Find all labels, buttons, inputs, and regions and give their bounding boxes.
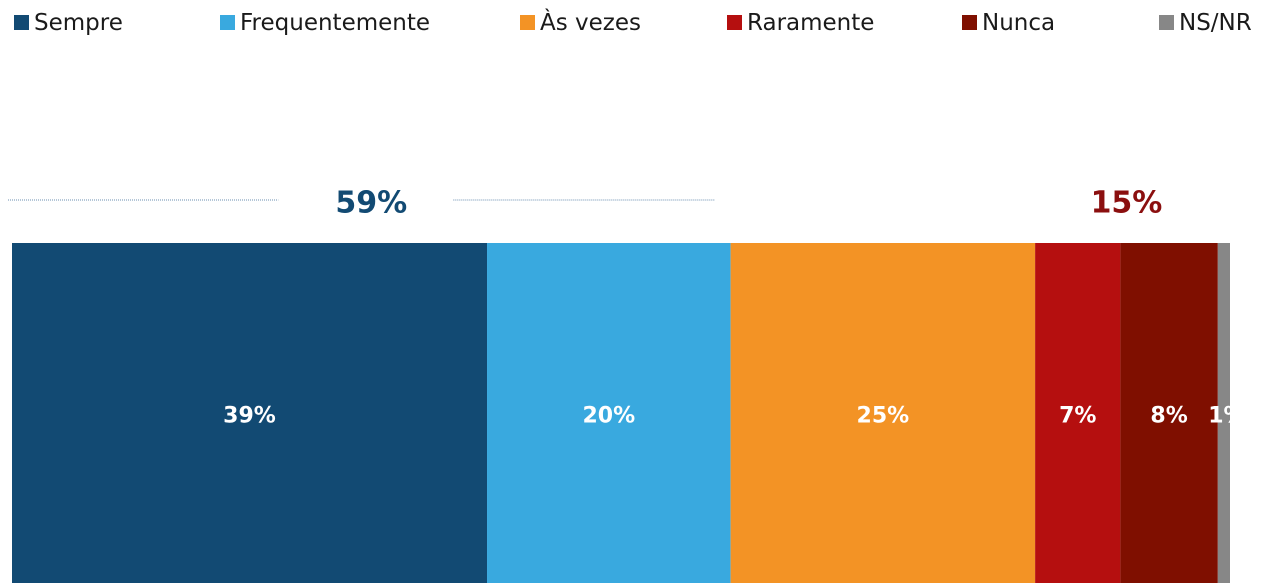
legend-swatch — [1159, 15, 1174, 30]
bar-segment — [730, 243, 1036, 583]
value-label: 1% — [1208, 404, 1245, 429]
bar-segment — [1120, 243, 1218, 583]
group-total: 59% — [335, 186, 407, 221]
legend-label: Nunca — [982, 10, 1055, 36]
group-total: 15% — [1091, 186, 1163, 221]
legend-label: Às vezes — [540, 8, 641, 36]
bar-segment — [1217, 243, 1230, 583]
legend-swatch — [220, 15, 235, 30]
value-label: 8% — [1150, 404, 1187, 429]
legend-swatch — [962, 15, 977, 30]
legend-label: NS/NR — [1179, 10, 1252, 36]
legend-label: Sempre — [34, 10, 123, 36]
legend-swatch — [727, 15, 742, 30]
value-label: 25% — [857, 404, 910, 429]
bar-segment — [487, 243, 731, 583]
legend-swatch — [520, 15, 535, 30]
legend-swatch — [14, 15, 29, 30]
value-label: 7% — [1059, 404, 1096, 429]
legend-label: Raramente — [747, 10, 874, 36]
bar-segment — [1035, 243, 1121, 583]
value-label: 39% — [223, 404, 276, 429]
legend-label: Frequentemente — [240, 10, 430, 36]
value-label: 20% — [582, 404, 635, 429]
bar-segment — [12, 243, 488, 583]
